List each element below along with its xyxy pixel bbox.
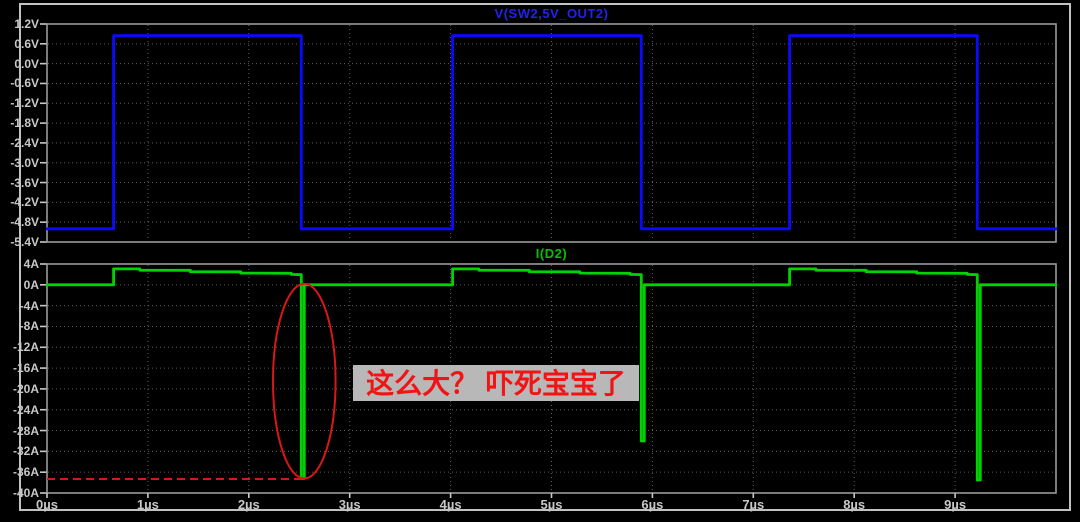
- voltage-trace[interactable]: [45, 34, 1058, 231]
- y-axis-label: -36A: [12, 465, 39, 480]
- y-axis-label: -32A: [12, 444, 39, 459]
- x-axis-label: 5µs: [540, 497, 563, 512]
- trace-label-current[interactable]: I(D2): [535, 246, 568, 261]
- y-axis-label: -24A: [12, 402, 39, 417]
- x-axis-label: 1µs: [136, 497, 159, 512]
- current-trace[interactable]: [45, 267, 1058, 482]
- x-axis-label: 0µs: [36, 497, 58, 512]
- y-axis-label: -4.8V: [10, 215, 39, 230]
- y-axis-label: -1.8V: [10, 116, 39, 131]
- y-axis-label: -5.4V: [10, 235, 39, 249]
- x-axis-label: 7µs: [742, 497, 765, 512]
- x-axis-label: 8µs: [843, 497, 866, 512]
- y-axis-label: 4A: [23, 257, 39, 271]
- y-axis-label: -2.4V: [10, 135, 39, 150]
- y-axis-label: -16A: [12, 361, 39, 376]
- x-axis-label: 9µs: [944, 497, 967, 512]
- y-axis-label: -20A: [12, 381, 39, 396]
- y-axis-label: -4A: [19, 298, 39, 313]
- x-axis-label: 3µs: [338, 497, 361, 512]
- trace-label-voltage[interactable]: V(SW2,5V_OUT2): [494, 6, 609, 21]
- y-axis-label: -8A: [19, 319, 39, 334]
- y-axis-label: 0.0V: [14, 56, 39, 71]
- y-axis-label: 0A: [23, 277, 39, 292]
- grid-lines: [40, 263, 1055, 494]
- y-axis-label: -28A: [12, 423, 39, 438]
- y-axis-label: 1.2V: [14, 17, 39, 31]
- grid-lines: [40, 23, 1055, 243]
- y-axis-label: -12A: [12, 340, 39, 355]
- y-axis-label: -1.2V: [10, 96, 39, 111]
- y-axis-label: -40A: [12, 486, 39, 500]
- y-axis-label: -0.6V: [10, 76, 39, 91]
- spike-highlight-ellipse: [272, 282, 337, 480]
- y-axis-label: 0.6V: [14, 36, 39, 51]
- x-axis-label: 4µs: [439, 497, 462, 512]
- x-axis-label: 6µs: [641, 497, 664, 512]
- voltage-plot-area[interactable]: [47, 24, 1056, 242]
- y-axis-label: -3.6V: [10, 175, 39, 190]
- annotation-banner: 这么大？ 吓死宝宝了: [353, 365, 639, 401]
- x-axis-label: 2µs: [237, 497, 260, 512]
- y-axis-label: -3.0V: [10, 155, 39, 170]
- y-axis-label: -4.2V: [10, 195, 39, 210]
- voltage-plot-frame: [46, 23, 1057, 243]
